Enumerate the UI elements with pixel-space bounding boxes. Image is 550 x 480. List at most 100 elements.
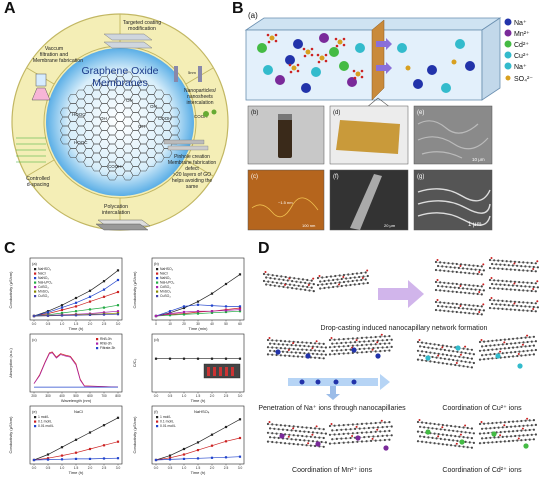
d-caption-2: Penetration of Na⁺ ions through nanocapi… <box>258 405 406 412</box>
carbon-atom <box>372 435 375 438</box>
ion-legend: Na⁺ Mn²⁺ Cd²⁺ Cu²⁺ Na⁺ SO₄²⁻ <box>504 18 533 83</box>
carbon-atom <box>526 309 529 312</box>
carbon-atom <box>497 287 500 290</box>
carbon-atom <box>459 303 463 306</box>
data-point <box>74 296 78 300</box>
carbon-atom <box>318 427 321 430</box>
oxygen-atom <box>380 419 383 422</box>
carbon-atom <box>269 349 272 352</box>
carbon-atom <box>458 445 461 448</box>
panel-d-molecular: Drop-casting induced nanocapillary netwo… <box>258 257 539 474</box>
carbon-atom <box>342 424 345 427</box>
carbon-atom <box>470 357 473 360</box>
carbon-atom <box>356 337 359 340</box>
carbon-atom <box>497 343 500 346</box>
carbon-atom <box>435 347 438 350</box>
metal-ion <box>517 363 523 369</box>
oxygen-atom <box>482 283 485 286</box>
legend-label: 0.01 mol/L <box>160 424 176 428</box>
carbon-atom <box>491 339 494 342</box>
metal-ion <box>279 433 285 439</box>
carbon-atom <box>450 444 453 447</box>
data-point <box>168 458 172 461</box>
oxygen-atom <box>464 424 467 427</box>
carbon-atom <box>447 302 450 305</box>
photo-f-crosssection: (f) 20 μm <box>329 169 409 231</box>
carbon-atom <box>526 424 529 427</box>
carbon-atom <box>532 419 535 422</box>
carbon-atom <box>416 340 420 344</box>
data-point <box>168 454 172 457</box>
data-point <box>46 310 50 313</box>
b-sub-d: (d) <box>333 110 340 116</box>
x-tick-label: 2.5 <box>102 322 107 326</box>
carbon-atom <box>269 427 272 430</box>
carbon-atom <box>482 269 485 272</box>
carbon-atom <box>277 343 280 346</box>
ion <box>285 55 295 65</box>
data-point <box>224 305 228 308</box>
carbon-atom <box>507 440 511 443</box>
oxygen-atom <box>292 342 295 345</box>
x-tick-label: 60 <box>238 322 242 326</box>
x-tick-label: 0.5 <box>46 466 51 470</box>
carbon-atom <box>522 269 525 272</box>
carbon-atom <box>312 283 315 286</box>
legend-label: CdSO₄ <box>160 285 171 289</box>
legend-swatch <box>156 277 159 280</box>
data-point <box>102 288 106 291</box>
c-sub-d: (d) <box>154 337 160 342</box>
oxygen-atom <box>360 75 364 79</box>
sulfate-ion <box>291 65 297 71</box>
legend-swatch <box>156 272 159 275</box>
oxygen-atom <box>330 423 333 425</box>
carbon-atom <box>386 346 389 349</box>
carbon-atom <box>353 276 356 279</box>
carbon-atom <box>372 426 375 429</box>
carbon-atom <box>468 312 471 315</box>
carbon-atom <box>509 308 512 311</box>
carbon-atom <box>431 427 434 430</box>
carbon-atom <box>435 356 438 359</box>
oxygen-atom <box>324 53 328 57</box>
x-tick-label: 40 <box>210 322 214 326</box>
nanosheet-illustration <box>174 66 217 117</box>
oxygen-atom <box>459 285 462 287</box>
c-b-ylabel: Conductivity (μS/cm) <box>132 271 137 309</box>
x-tick-label: 2.5 <box>224 394 229 398</box>
carbon-atom <box>370 431 373 434</box>
d-caption-4: Coordination of Mn²⁺ ions <box>292 467 372 474</box>
x-tick-label: 1.5 <box>196 466 201 470</box>
carbon-atom <box>478 422 482 426</box>
legend-so4: SO₄²⁻ <box>514 76 533 83</box>
ion <box>329 47 339 57</box>
data-point <box>182 453 186 456</box>
legend-label: NaH₂PO₄ <box>160 281 175 285</box>
carbon-atom <box>303 352 306 355</box>
oxygen-atom <box>499 434 502 437</box>
oxygen-atom <box>455 362 458 364</box>
oxygen-atom <box>310 47 314 51</box>
group-hooc-2: HOOC <box>74 140 88 145</box>
carbon-atom <box>311 352 315 355</box>
carbon-atom <box>483 432 486 435</box>
carbon-atom <box>303 344 306 348</box>
oxygen-atom <box>266 33 270 37</box>
carbon-atom <box>528 336 531 339</box>
carbon-atom <box>443 438 446 441</box>
carbon-atom <box>450 354 453 357</box>
carbon-atom <box>370 439 373 442</box>
carbon-atom <box>532 428 535 431</box>
data-point <box>238 418 242 421</box>
carbon-atom <box>459 283 463 286</box>
carbon-atom <box>512 430 515 433</box>
carbon-atom <box>314 349 317 352</box>
oxygen-atom <box>360 69 364 73</box>
carbon-atom <box>374 350 377 353</box>
carbon-atom <box>282 278 285 281</box>
carbon-atom <box>458 425 461 429</box>
carbon-atom <box>374 335 377 339</box>
sulfate-ion <box>319 55 325 61</box>
carbon-atom <box>421 350 424 353</box>
